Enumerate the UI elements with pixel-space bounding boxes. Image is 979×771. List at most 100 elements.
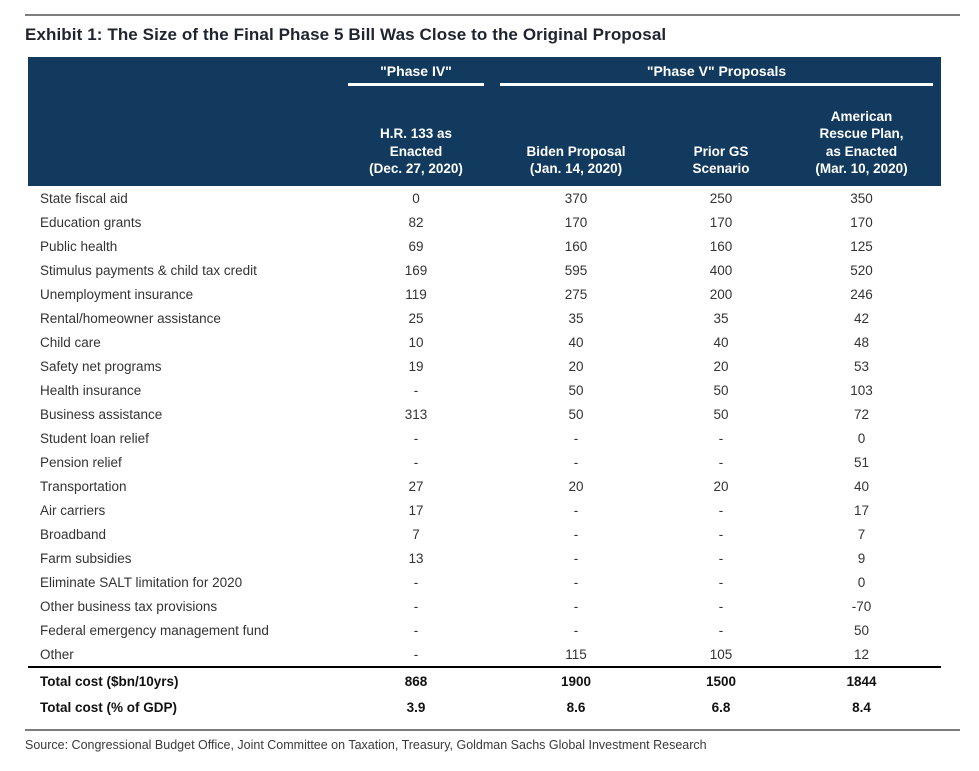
row-value: 8.6	[566, 699, 586, 715]
row-value: 275	[564, 286, 588, 302]
row-value: 72	[853, 406, 870, 422]
row-label: Child care	[40, 334, 101, 350]
row-value: 520	[850, 262, 873, 278]
table-row: Eliminate SALT limitation for 2020 - - - 0	[28, 570, 941, 594]
row-value: 10	[408, 334, 424, 350]
bottom-divider	[25, 729, 960, 731]
group-header-row: "Phase IV" "Phase V" Proposals	[28, 57, 941, 186]
row-value: -	[573, 454, 579, 470]
row-value: 1844	[782, 666, 941, 694]
row-value: 0	[412, 190, 420, 206]
row-value: -	[718, 598, 724, 614]
row-value: 1500	[660, 666, 782, 694]
row-value: 51	[853, 454, 870, 470]
row-value: 160	[564, 238, 588, 254]
row-value: 42	[853, 310, 870, 326]
row-value: 7	[857, 526, 866, 542]
row-value: -	[573, 502, 579, 518]
row-value: 35	[713, 310, 729, 326]
row-value: 400	[709, 262, 733, 278]
table-row: Child care 10 40 40 48	[28, 330, 941, 354]
row-label: Air carriers	[40, 502, 106, 518]
row-value: -	[573, 574, 579, 590]
row-value: -	[573, 622, 579, 638]
row-value: 170	[709, 214, 733, 230]
column-header-row: H.R. 133 as Enacted (Dec. 27, 2020) Bide…	[28, 93, 941, 186]
row-label: Eliminate SALT limitation for 2020	[40, 574, 243, 590]
group-header-phase5-label: "Phase V" Proposals	[500, 63, 933, 86]
row-value: 40	[853, 478, 870, 494]
column-header-prior-gs: Prior GS Scenario	[660, 93, 782, 186]
table-row: Student loan relief - - - 0	[28, 426, 941, 450]
row-value: 35	[568, 310, 584, 326]
column-header-arp: American Rescue Plan, as Enacted (Mar. 1…	[782, 93, 941, 186]
row-value: 50	[568, 406, 584, 422]
row-value: 25	[408, 310, 424, 326]
row-value: -	[718, 430, 724, 446]
group-header-phase4: "Phase IV"	[340, 57, 492, 93]
row-value: -	[413, 454, 419, 470]
table-row: State fiscal aid 0 370 250 350	[28, 186, 941, 210]
row-value: 3.9	[406, 699, 426, 715]
row-value: 200	[709, 286, 733, 302]
row-value: 170	[850, 214, 873, 230]
row-label: Other business tax provisions	[40, 598, 218, 614]
row-value: 19	[408, 358, 424, 374]
row-value: 119	[405, 286, 427, 302]
row-label: Total cost (% of GDP)	[40, 699, 177, 715]
row-value: 0	[857, 574, 866, 590]
row-value: 40	[568, 334, 584, 350]
table-row: Total cost (% of GDP) 3.9 8.6 6.8 8.4	[28, 694, 941, 720]
row-label: Farm subsidies	[40, 550, 132, 566]
row-label: Public health	[40, 238, 118, 254]
row-label: Business assistance	[40, 406, 163, 422]
row-value: 20	[713, 358, 729, 374]
row-value: 50	[568, 382, 584, 398]
row-label: State fiscal aid	[40, 190, 128, 206]
row-label: Pension relief	[40, 454, 122, 470]
row-value: 17	[408, 502, 424, 518]
row-value: 1900	[492, 666, 660, 694]
row-value: 17	[853, 502, 870, 518]
row-value: 8.4	[852, 699, 871, 715]
column-header-hr133: H.R. 133 as Enacted (Dec. 27, 2020)	[340, 93, 492, 186]
row-value: 313	[404, 406, 428, 422]
exhibit-page: Exhibit 1: The Size of the Final Phase 5…	[0, 14, 979, 771]
row-label: Transportation	[40, 478, 127, 494]
table-row: Business assistance 313 50 50 72	[28, 402, 941, 426]
row-value: 6.8	[711, 699, 731, 715]
row-label: Rental/homeowner assistance	[40, 310, 221, 326]
corner-cell	[28, 57, 340, 186]
row-label: Safety net programs	[40, 358, 162, 374]
row-label: Health insurance	[40, 382, 142, 398]
row-value: -	[413, 646, 419, 662]
row-value: 246	[850, 286, 873, 302]
table-row: Air carriers 17 - - 17	[28, 498, 941, 522]
row-label: Federal emergency management fund	[40, 622, 269, 638]
table-row: Total cost ($bn/10yrs) 868 1900 1500 1844	[28, 666, 941, 694]
row-value: 12	[853, 646, 870, 662]
source-note: Source: Congressional Budget Office, Joi…	[25, 738, 707, 752]
row-value: -	[573, 430, 579, 446]
table-row: Farm subsidies 13 - - 9	[28, 546, 941, 570]
row-value: -	[718, 454, 724, 470]
row-value: 0	[857, 430, 866, 446]
row-value: 103	[850, 382, 873, 398]
row-value: -	[573, 526, 579, 542]
row-label: Education grants	[40, 214, 142, 230]
row-value: 9	[857, 550, 866, 566]
row-value: 20	[713, 478, 729, 494]
table-row: Health insurance - 50 50 103	[28, 378, 941, 402]
table-row: Transportation 27 20 20 40	[28, 474, 941, 498]
table-totals: Total cost ($bn/10yrs) 868 1900 1500 1844 Tot…	[28, 666, 941, 720]
table-row: Pension relief - - - 51	[28, 450, 941, 474]
row-label: Unemployment insurance	[40, 286, 194, 302]
group-header-phase4-label: "Phase IV"	[348, 63, 484, 86]
table-row: Stimulus payments & child tax credit 169 5…	[28, 258, 941, 282]
row-value: -	[718, 574, 724, 590]
row-value: 13	[408, 550, 424, 566]
row-value: 48	[853, 334, 870, 350]
row-value: -	[573, 550, 579, 566]
row-value: -	[413, 598, 419, 614]
row-value: 160	[709, 238, 733, 254]
